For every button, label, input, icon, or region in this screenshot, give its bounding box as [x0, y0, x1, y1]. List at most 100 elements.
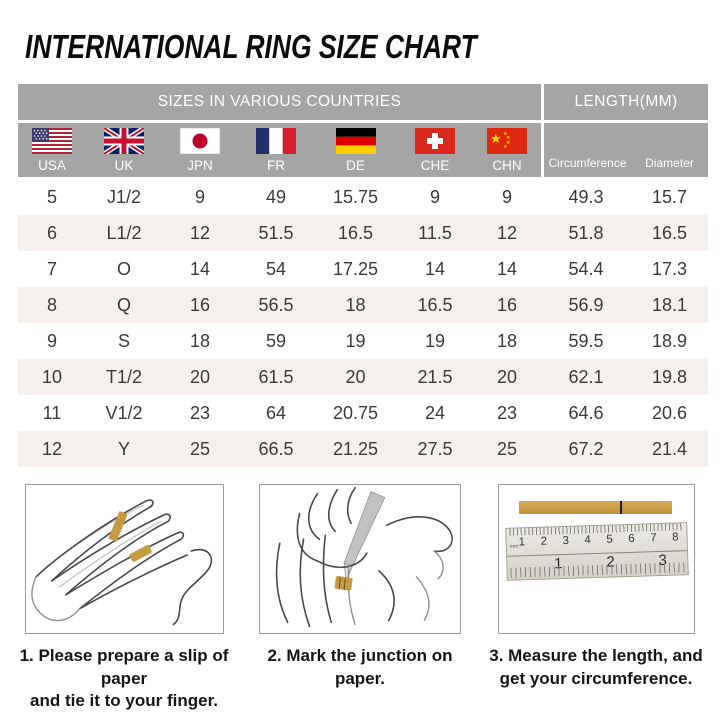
svg-text:★: ★	[506, 135, 511, 141]
table-cell: 59.5	[568, 330, 604, 351]
column-che: CHE	[397, 123, 473, 177]
table-cell: 16	[496, 294, 518, 315]
table-cell: 20	[496, 366, 518, 387]
table-cell: 11.5	[418, 222, 452, 243]
table-cell: 19	[345, 330, 366, 351]
table-cell: 16.5	[651, 222, 688, 243]
table-cell: 64.6	[568, 402, 604, 423]
junction-mark	[619, 501, 622, 514]
table-cell: 23	[189, 402, 211, 423]
table-row: 5 J1/2 9 49 15.75 9 9 49.3 15.7	[18, 179, 708, 215]
country-label-che: CHE	[420, 158, 450, 173]
mm-unit-label: mm	[509, 543, 518, 550]
table-row: 6 L1/2 12 51.5 16.5 11.5 12 51.8 16.5	[18, 215, 708, 251]
country-label-de: DE	[346, 158, 365, 173]
length-labels: Circumference Diameter	[544, 123, 708, 177]
country-label-usa: USA	[38, 158, 66, 173]
table-cell: V1/2	[105, 402, 143, 423]
table-row: 9 S 18 59 19 19 18 59.5 18.9	[18, 323, 708, 359]
table-cell: 9	[194, 186, 205, 207]
table-cell: 18	[345, 294, 366, 315]
table-cell: 12	[496, 222, 518, 243]
table-cell: 18.1	[651, 294, 688, 315]
hand-paper-illustration	[24, 484, 224, 634]
table-cell: 20.6	[651, 402, 688, 423]
instruction-step-2: 2. Mark the junction on paper.	[244, 484, 476, 713]
paper-strip-knot	[129, 545, 152, 562]
table-cell: 15.75	[332, 186, 379, 207]
ring-size-table: SIZES IN VARIOUS COUNTRIES LENGTH(MM)	[18, 84, 708, 467]
table-cell: 20	[189, 366, 211, 387]
table-cell: 9	[429, 186, 440, 207]
instruction-caption-1: 1. Please prepare a slip of paper and ti…	[19, 646, 229, 711]
table-cell: 7	[46, 258, 57, 279]
table-cell: 6	[46, 222, 57, 243]
table-row: 10 T1/2 20 61.5 20 21.5 20 62.1 19.8	[18, 359, 708, 395]
table-header-row: SIZES IN VARIOUS COUNTRIES LENGTH(MM)	[18, 84, 708, 120]
paper-strip-band	[334, 576, 353, 591]
instruction-panels: 1. Please prepare a slip of paper and ti…	[0, 484, 720, 713]
table-cell: 51.8	[568, 222, 604, 243]
table-cell: 5	[46, 186, 57, 207]
table-cell: 16	[189, 294, 211, 315]
inch-ticks	[509, 562, 685, 578]
table-cell: L1/2	[106, 222, 142, 243]
column-uk: UK	[86, 123, 162, 177]
table-cell: 51.5	[258, 222, 294, 243]
table-cell: 14	[496, 258, 518, 279]
cm-number: 6	[627, 532, 635, 546]
table-cell: 11	[42, 402, 62, 423]
usa-flag-icon	[32, 128, 72, 154]
table-cell: 12	[41, 438, 63, 459]
table-cell: 9	[501, 186, 512, 207]
cm-number: 1	[517, 536, 525, 549]
instruction-caption-2: 2. Mark the junction on paper.	[267, 646, 453, 688]
header-length: LENGTH(MM)	[544, 84, 708, 120]
column-de: DE	[314, 123, 397, 177]
table-cell: 49	[265, 186, 287, 207]
table-cell: 9	[46, 330, 57, 351]
table-cell: T1/2	[105, 366, 143, 387]
cm-number: 4	[583, 534, 591, 547]
table-cell: 16.5	[337, 222, 374, 243]
table-cell: 49.3	[568, 186, 604, 207]
table-cell: 20.75	[332, 402, 379, 423]
table-cell: 27.5	[417, 438, 453, 459]
table-cell: 14	[189, 258, 211, 279]
svg-text:★: ★	[503, 131, 508, 137]
instruction-caption-3: 3. Measure the length, and get your circ…	[489, 646, 703, 688]
svg-text:★: ★	[506, 140, 511, 146]
country-label-chn: CHN	[492, 158, 522, 173]
table-cell: 16.5	[417, 294, 453, 315]
table-row: 7 O 14 54 17.25 14 14 54.4 17.3	[18, 251, 708, 287]
column-fr: FR	[238, 123, 314, 177]
table-cell: 24	[424, 402, 446, 423]
table-cell: 54.4	[568, 258, 604, 279]
page-title: INTERNATIONAL RING SIZE CHART	[25, 28, 477, 65]
table-row: 8 Q 16 56.5 18 16.5 16 56.9 18.1	[18, 287, 708, 323]
country-label-fr: FR	[267, 158, 285, 173]
table-cell: 8	[46, 294, 57, 315]
germany-flag-icon	[335, 128, 376, 154]
table-cell: 12	[189, 222, 211, 243]
table-row: 11 V1/2 23 64 20.75 24 23 64.6 20.6	[18, 395, 708, 431]
cm-number: 3	[561, 534, 569, 548]
table-cell: 21.5	[417, 366, 453, 387]
circumference-label: Circumference	[548, 156, 627, 170]
table-cell: 25	[189, 438, 211, 459]
table-cell: S	[117, 330, 130, 351]
france-flag-icon	[256, 128, 296, 154]
table-cell: 67.2	[568, 438, 604, 459]
table-cell: 15.7	[651, 186, 688, 207]
table-cell: 64	[265, 402, 287, 423]
table-cell: 23	[496, 402, 518, 423]
column-usa: USA	[18, 123, 86, 177]
svg-text:★: ★	[503, 144, 508, 150]
table-cell: 19.8	[651, 366, 688, 387]
table-cell: 19	[424, 330, 446, 351]
table-cell: Q	[116, 294, 131, 315]
china-flag-icon: ★ ★ ★ ★ ★	[487, 128, 527, 154]
switzerland-flag-icon	[415, 128, 455, 154]
